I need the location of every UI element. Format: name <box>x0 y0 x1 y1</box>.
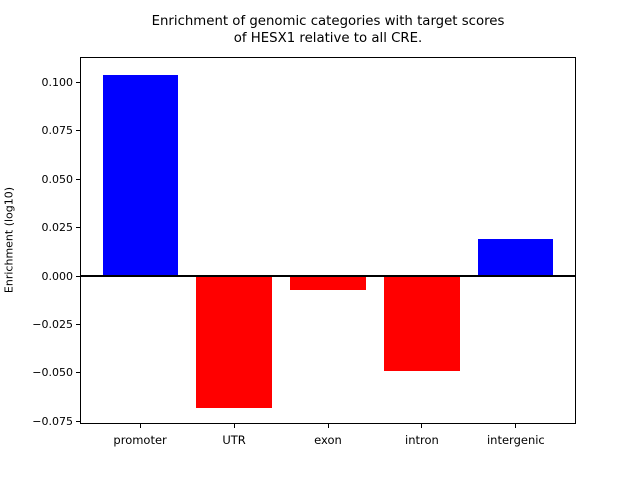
y-tick-mark <box>76 275 80 277</box>
y-tick-mark <box>76 420 80 422</box>
y-tick-mark <box>76 372 80 374</box>
y-tick-mark <box>76 178 80 180</box>
bar-intron <box>384 276 460 371</box>
chart-title: Enrichment of genomic categories with ta… <box>151 14 505 46</box>
y-tick-mark <box>76 130 80 132</box>
x-tick-mark <box>327 424 329 428</box>
x-tick-label-UTR: UTR <box>222 433 246 447</box>
bar-exon <box>290 276 366 290</box>
x-tick-mark <box>233 424 235 428</box>
y-tick-label: −0.050 <box>32 366 73 380</box>
y-tick-label: 0.100 <box>41 75 74 89</box>
x-tick-label-intron: intron <box>405 433 439 447</box>
bar-UTR <box>196 276 272 408</box>
x-tick-mark <box>515 424 517 428</box>
y-tick-mark <box>76 323 80 325</box>
y-tick-label: 0.025 <box>41 221 74 235</box>
y-tick-label: −0.025 <box>32 317 73 331</box>
x-tick-label-intergenic: intergenic <box>486 433 545 447</box>
zero-axis-line <box>80 275 576 278</box>
x-tick-mark <box>139 424 141 428</box>
bar-intergenic <box>478 239 554 277</box>
y-tick-label: −0.075 <box>32 414 73 428</box>
y-tick-label: 0.000 <box>41 269 74 283</box>
x-tick-mark <box>421 424 423 428</box>
y-tick-label: 0.050 <box>41 172 74 186</box>
bar-promoter <box>102 74 178 277</box>
x-tick-label-exon: exon <box>314 433 342 447</box>
y-tick-label: 0.075 <box>41 124 74 138</box>
y-tick-mark <box>76 227 80 229</box>
y-tick-mark <box>76 81 80 83</box>
x-tick-label-promoter: promoter <box>113 433 167 447</box>
